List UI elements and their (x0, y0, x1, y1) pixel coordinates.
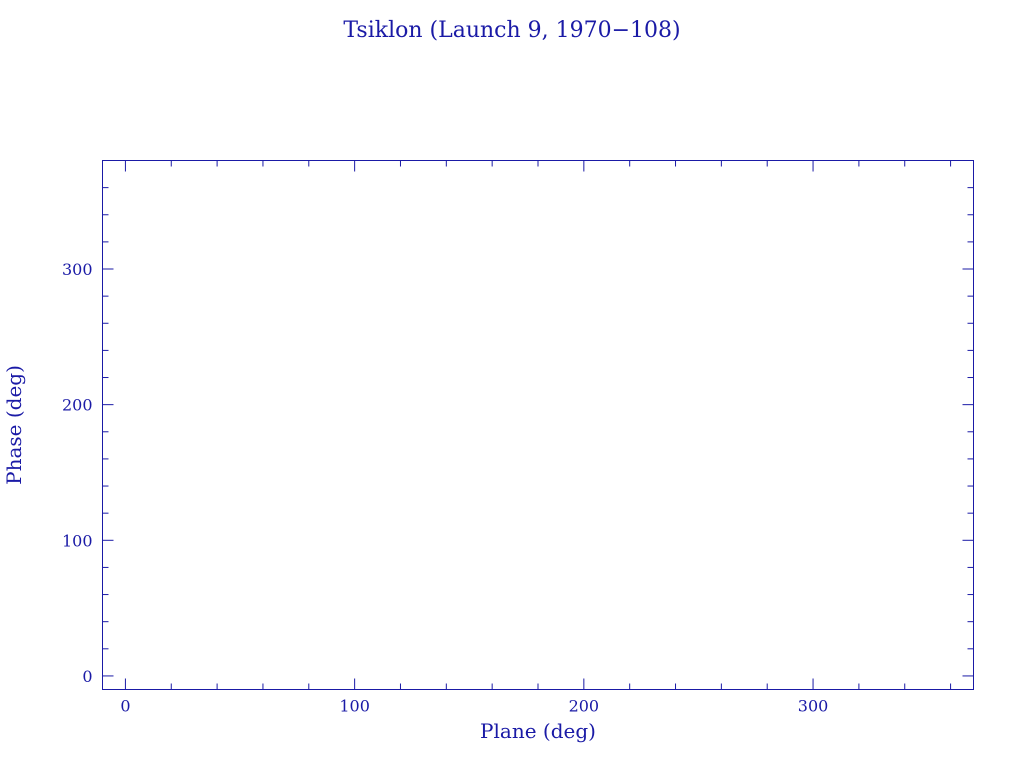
y-axis-label: Phase (deg) (2, 365, 26, 485)
x-axis-label: Plane (deg) (480, 719, 596, 743)
x-tick-label: 300 (798, 697, 829, 716)
y-tick-label: 300 (62, 260, 93, 279)
plot-frame (102, 160, 974, 690)
chart-title: Tsiklon (Launch 9, 1970−108) (343, 18, 680, 43)
x-axis-tick-labels: 0 100 200 300 (120, 697, 828, 716)
y-tick-label: 200 (62, 396, 93, 415)
x-tick-label: 0 (120, 697, 130, 716)
x-tick-label: 200 (569, 697, 600, 716)
y-axis-tick-labels: 0 100 200 300 (62, 260, 93, 686)
x-axis-ticks (124, 160, 952, 690)
y-tick-label: 100 (62, 531, 93, 550)
y-tick-label: 0 (82, 667, 92, 686)
y-axis-ticks (102, 160, 974, 677)
x-tick-label: 100 (339, 697, 370, 716)
